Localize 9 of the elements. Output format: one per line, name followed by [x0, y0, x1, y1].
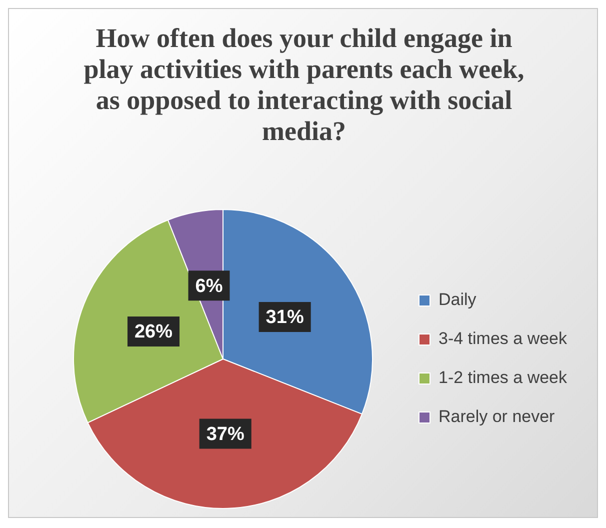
data-label: 6%	[195, 276, 223, 297]
legend-label: 1-2 times a week	[438, 368, 568, 388]
chart-title: How often does your child engage in play activities with parents each week, as opposed to interacting with social media?	[82, 23, 526, 147]
legend-label: Rarely or never	[438, 407, 556, 426]
data-label: 31%	[266, 307, 304, 328]
legend-label: 3-4 times a week	[438, 329, 568, 348]
data-label: 26%	[134, 322, 173, 343]
data-label: 37%	[206, 424, 244, 445]
legend-label: Daily	[438, 290, 477, 310]
